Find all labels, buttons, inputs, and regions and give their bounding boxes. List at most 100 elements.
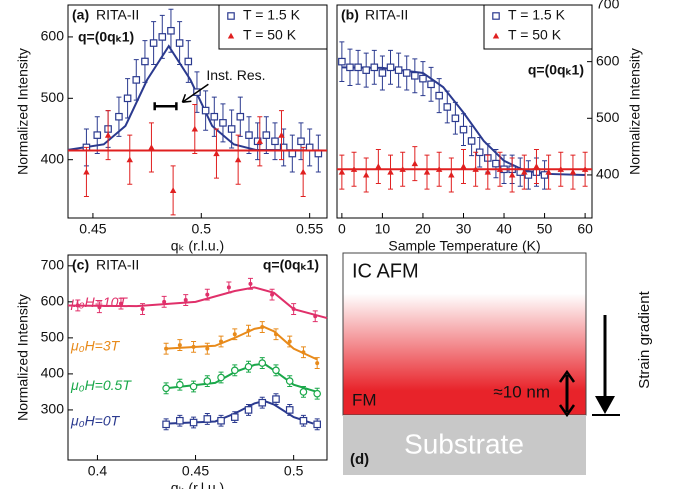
marker [262,131,271,139]
y-tick-label: 400 [596,166,620,182]
y-tick-label: 600 [41,28,65,44]
x-tick-label: 0 [338,221,346,237]
panel-label: (a) [72,7,89,23]
annotation: q=(0qₖ1) [78,29,134,45]
marker [354,63,362,72]
marker [248,281,253,286]
thickness-arrowheads [558,369,576,418]
marker [189,382,198,391]
marker [189,418,198,427]
marker [176,416,184,425]
marker [75,303,80,308]
panel: 0.4 0.45 0.5 300 400 500 600 700 qₖ (r.l.u.) Norm… [15,254,328,494]
marker [148,144,155,150]
marker [230,413,239,421]
marker [472,166,479,172]
marker [149,39,158,47]
marker [191,125,198,132]
marker [219,119,227,127]
marker [118,301,123,306]
panel-title: RITA-II [365,7,408,23]
marker [140,307,145,312]
gradient-label: Strain gradient [636,290,653,388]
y-tick-label: 500 [596,109,620,125]
y-tick-label: 400 [41,365,65,381]
x-tick-label: 0.55 [296,221,323,237]
marker [201,106,210,115]
inst-res-label: Inst. Res. [206,67,265,83]
marker [167,26,175,35]
inst-res-arrow [181,83,209,104]
marker [278,131,285,138]
marker [459,125,468,134]
x-tick-label: 60 [577,221,593,237]
panel-label: (d) [350,451,369,468]
thickness-label: ≈10 nm [493,382,550,401]
marker [386,63,395,72]
marker [375,163,382,170]
fit-line [166,326,318,361]
annotation: q=(0qₖ1) [528,62,584,78]
marker [370,63,379,72]
marker [244,362,253,371]
x-tick-label: 0.45 [79,221,106,237]
marker [545,168,552,175]
x-tick-label: 30 [456,221,472,237]
marker [227,125,236,133]
marker [272,395,280,403]
marker [492,12,500,20]
marker [236,112,245,121]
marker [557,166,564,172]
marker [272,366,280,375]
marker [492,159,500,168]
marker [258,398,267,407]
series-label: μ₀H=10T [70,294,128,310]
marker [219,339,224,344]
marker [291,307,296,312]
series-label: μ₀H=0T [70,412,121,428]
fit-line [165,362,318,393]
marker [313,389,321,398]
series-label: μ₀H=0.5T [70,377,132,393]
marker [346,63,354,72]
marker [287,339,292,344]
marker [271,137,279,146]
inst-res-bar [153,102,178,111]
y-axis-label: Normalized Intensity [627,48,643,175]
film [342,252,587,416]
panel: 0.45 0.5 0.55 400 500 600 qₖ (r.l.u.) Normalize… [15,4,328,254]
marker [205,346,210,351]
fit-line [67,286,328,320]
marker [435,166,443,172]
marker [387,168,394,175]
marker [226,285,231,290]
marker [175,39,184,47]
legend-label: T = 50 K [243,27,297,43]
marker [313,314,318,319]
marker [227,12,235,20]
marker [411,160,419,167]
marker [338,168,346,175]
marker [126,156,133,163]
marker [496,166,504,172]
marker [183,298,188,303]
series-label: μ₀H=3T [70,337,121,353]
x-axis-label: qₖ (r.l.u.) [171,480,224,489]
plot-frame [67,4,328,219]
marker [232,332,237,337]
marker [244,406,253,414]
plot-frame [336,4,593,219]
marker [104,131,112,138]
marker [217,416,225,425]
marker [362,66,370,74]
marker [164,346,169,351]
y-tick-label: 600 [596,52,620,68]
marker [533,163,540,170]
panel-title: RITA-II [96,257,139,273]
marker [176,380,184,389]
marker [581,166,589,172]
top-layer-label: IC AFM [352,260,419,282]
marker [245,131,253,139]
marker [315,361,320,366]
